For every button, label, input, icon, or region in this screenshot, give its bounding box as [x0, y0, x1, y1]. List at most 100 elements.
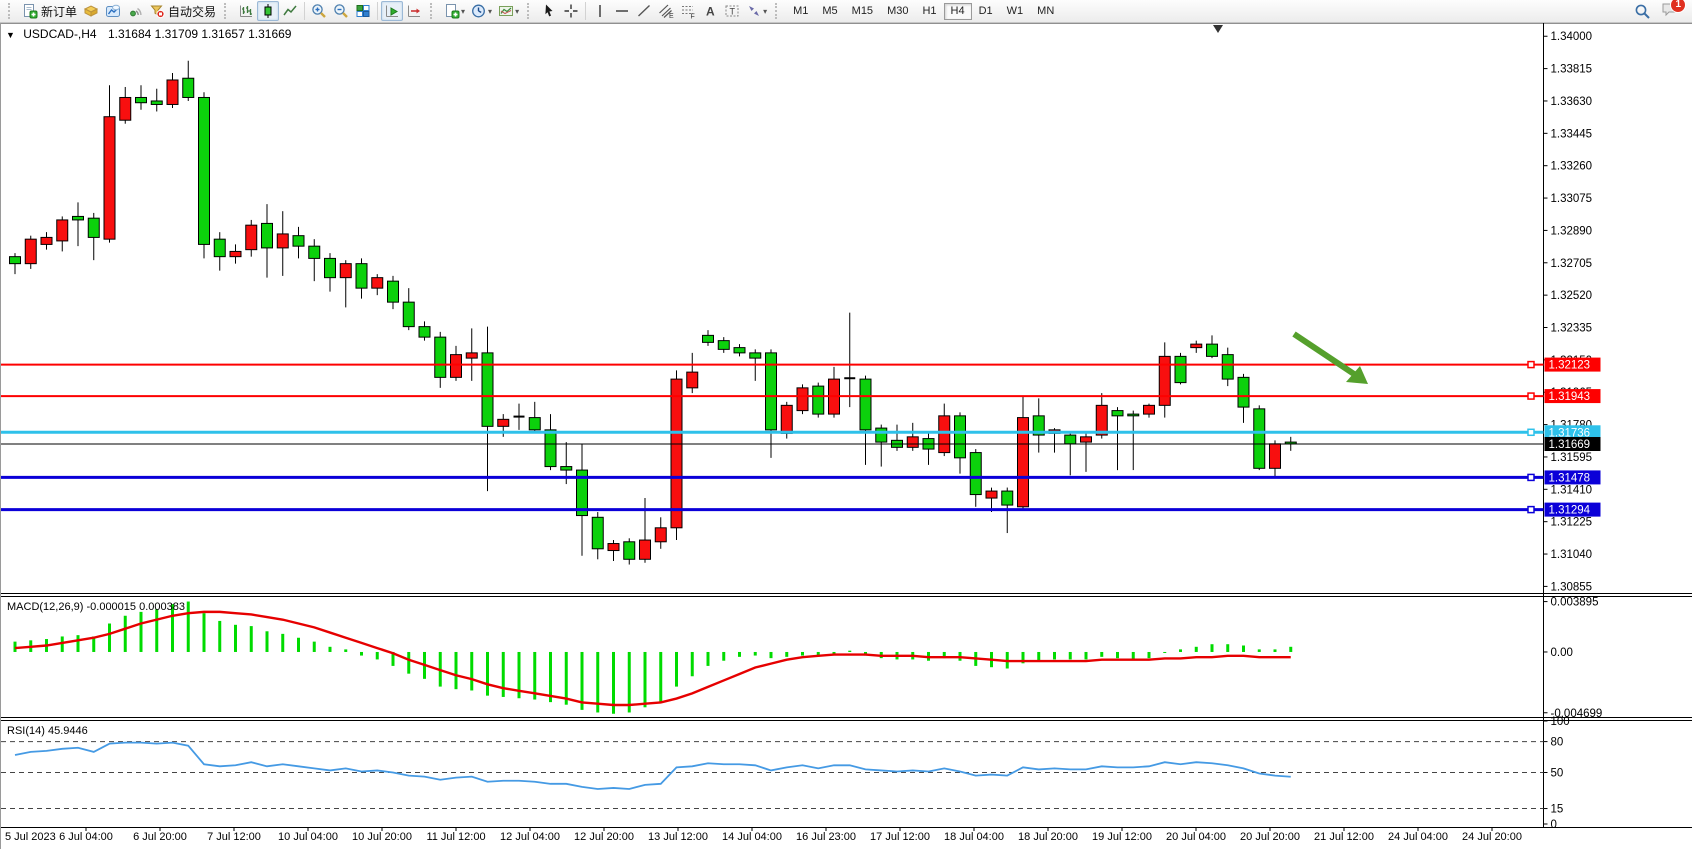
- new-order-button[interactable]: 新订单: [19, 1, 80, 21]
- time-label[interactable]: 6 Jul 04:00: [59, 831, 113, 843]
- timeframe-h4[interactable]: H4: [943, 2, 972, 20]
- hline-handle[interactable]: [1527, 360, 1535, 369]
- rsi-tick-label: 50: [1551, 768, 1564, 780]
- macd-signal-line: [14, 610, 1291, 707]
- text-label-tool-button[interactable]: T: [721, 1, 743, 21]
- candle-body: [72, 215, 84, 221]
- time-label[interactable]: 10 Jul 04:00: [278, 831, 338, 843]
- notifications-button[interactable]: 1: [1661, 0, 1686, 22]
- rsi-tick-label: 80: [1551, 737, 1564, 749]
- hline-handle[interactable]: [1527, 473, 1535, 482]
- timeframe-h1[interactable]: H1: [922, 4, 937, 17]
- candle-body: [198, 96, 210, 245]
- price-tag-label: 1.31943: [1549, 391, 1591, 403]
- price-tag-label: 1.32123: [1549, 360, 1591, 372]
- svg-text:T: T: [730, 7, 736, 17]
- timeframe-m30[interactable]: M30: [887, 4, 909, 17]
- time-label[interactable]: 18 Jul 20:00: [1018, 831, 1078, 843]
- text-tool-button[interactable]: A: [699, 1, 721, 21]
- search-icon[interactable]: [1634, 3, 1651, 20]
- template-button[interactable]: ▾: [495, 1, 522, 21]
- cursor-tool-button[interactable]: [538, 1, 560, 21]
- equidistant-channel-icon: E: [659, 4, 674, 19]
- fibonacci-tool-button[interactable]: F: [677, 1, 699, 21]
- time-label[interactable]: 24 Jul 04:00: [1388, 831, 1448, 843]
- toolbar-separator: [585, 2, 587, 20]
- candle-body: [733, 347, 746, 354]
- trendline-tool-button[interactable]: [633, 1, 655, 21]
- arrows-tool-button[interactable]: ▾: [743, 1, 770, 21]
- price-tick-label: 1.33260: [1551, 161, 1593, 173]
- time-label[interactable]: 19 Jul 12:00: [1092, 831, 1152, 843]
- time-label[interactable]: 20 Jul 04:00: [1166, 831, 1226, 843]
- profiles-button[interactable]: ▾: [468, 1, 495, 21]
- one-click-trading-toggle[interactable]: ▼: [6, 30, 15, 40]
- time-label[interactable]: 11 Jul 12:00: [426, 831, 485, 843]
- horizontal-line-tool-button[interactable]: [611, 1, 633, 21]
- candle-body: [1221, 354, 1234, 380]
- chart-shift-button[interactable]: [403, 1, 425, 21]
- hline-handle[interactable]: [1527, 392, 1535, 400]
- candle-body: [1032, 415, 1045, 436]
- timeframe-mn[interactable]: MN: [1037, 4, 1055, 17]
- crosshair-tool-button[interactable]: [560, 1, 582, 21]
- autotrading-button[interactable]: 自动交易: [146, 1, 219, 21]
- channel-tool-button[interactable]: E: [655, 1, 677, 21]
- annotation-arrow[interactable]: [1292, 331, 1362, 381]
- candle-body: [261, 222, 273, 249]
- autotrading-icon: [150, 5, 165, 19]
- hline-handle[interactable]: [1527, 428, 1535, 437]
- toolbar-grip[interactable]: [8, 3, 15, 19]
- time-label[interactable]: 5 Jul 2023: [5, 831, 56, 843]
- time-label[interactable]: 12 Jul 04:00: [500, 831, 560, 843]
- bar-chart-mode-button[interactable]: [235, 1, 257, 21]
- time-label[interactable]: 20 Jul 20:00: [1240, 831, 1300, 843]
- time-label[interactable]: 10 Jul 20:00: [352, 831, 412, 843]
- time-label[interactable]: 6 Jul 20:00: [133, 831, 187, 843]
- time-label[interactable]: 16 Jul 23:00: [796, 831, 856, 843]
- time-label[interactable]: 14 Jul 04:00: [722, 831, 782, 843]
- chart-window-button[interactable]: [102, 1, 124, 21]
- time-label[interactable]: 12 Jul 20:00: [574, 831, 634, 843]
- time-label[interactable]: 7 Jul 12:00: [207, 831, 261, 843]
- timeframe-m15[interactable]: M15: [851, 4, 874, 17]
- signal-button[interactable]: [124, 1, 146, 21]
- chart-window[interactable]: 1.34000 1.33815 1.33630 1.33445 1.33260 1.330…: [0, 23, 1692, 849]
- new-chart-button[interactable]: ▾: [441, 1, 468, 21]
- vertical-line-tool-button[interactable]: [589, 1, 611, 21]
- hline-handle[interactable]: [1527, 505, 1535, 514]
- line-chart-mode-button[interactable]: [279, 1, 301, 21]
- candle-body: [859, 378, 872, 431]
- auto-scroll-button[interactable]: [381, 1, 404, 21]
- toolbar-grip[interactable]: [430, 3, 437, 19]
- timeframe-w1[interactable]: W1: [1006, 4, 1024, 17]
- candle-body: [1080, 436, 1092, 443]
- tile-windows-button[interactable]: [352, 1, 374, 21]
- candle-body: [702, 334, 714, 343]
- chart-canvas[interactable]: 1.34000 1.33815 1.33630 1.33445 1.33260 1.330…: [1, 23, 1692, 849]
- timeframe-m1[interactable]: M1: [793, 4, 809, 17]
- price-tick-label: 1.32335: [1551, 323, 1593, 335]
- zoom-in-button[interactable]: [308, 1, 330, 21]
- chevron-down-icon: ▾: [461, 6, 466, 16]
- time-label[interactable]: 24 Jul 20:00: [1462, 831, 1522, 843]
- time-label[interactable]: 13 Jul 12:00: [648, 831, 708, 843]
- toolbar-grip[interactable]: [224, 3, 231, 19]
- zoom-out-button[interactable]: [330, 1, 352, 21]
- candle-body: [1237, 376, 1250, 408]
- timeframe-d1[interactable]: D1: [978, 4, 993, 17]
- price-tag: [1544, 357, 1601, 372]
- candle-body: [292, 235, 305, 247]
- time-label[interactable]: 21 Jul 12:00: [1314, 831, 1374, 843]
- time-label[interactable]: 18 Jul 04:00: [944, 831, 1004, 843]
- candle-body: [9, 256, 21, 265]
- toolbar-separator: [377, 2, 379, 20]
- candle-body: [969, 452, 982, 496]
- market-watch-button[interactable]: [80, 1, 102, 21]
- candlestick-mode-button[interactable]: [257, 1, 280, 21]
- time-label[interactable]: 17 Jul 12:00: [870, 831, 930, 843]
- timeframe-m5[interactable]: M5: [822, 4, 838, 17]
- toolbar-grip[interactable]: [775, 3, 782, 19]
- toolbar-grip[interactable]: [527, 3, 534, 19]
- annotation-arrow-head[interactable]: [1346, 366, 1368, 384]
